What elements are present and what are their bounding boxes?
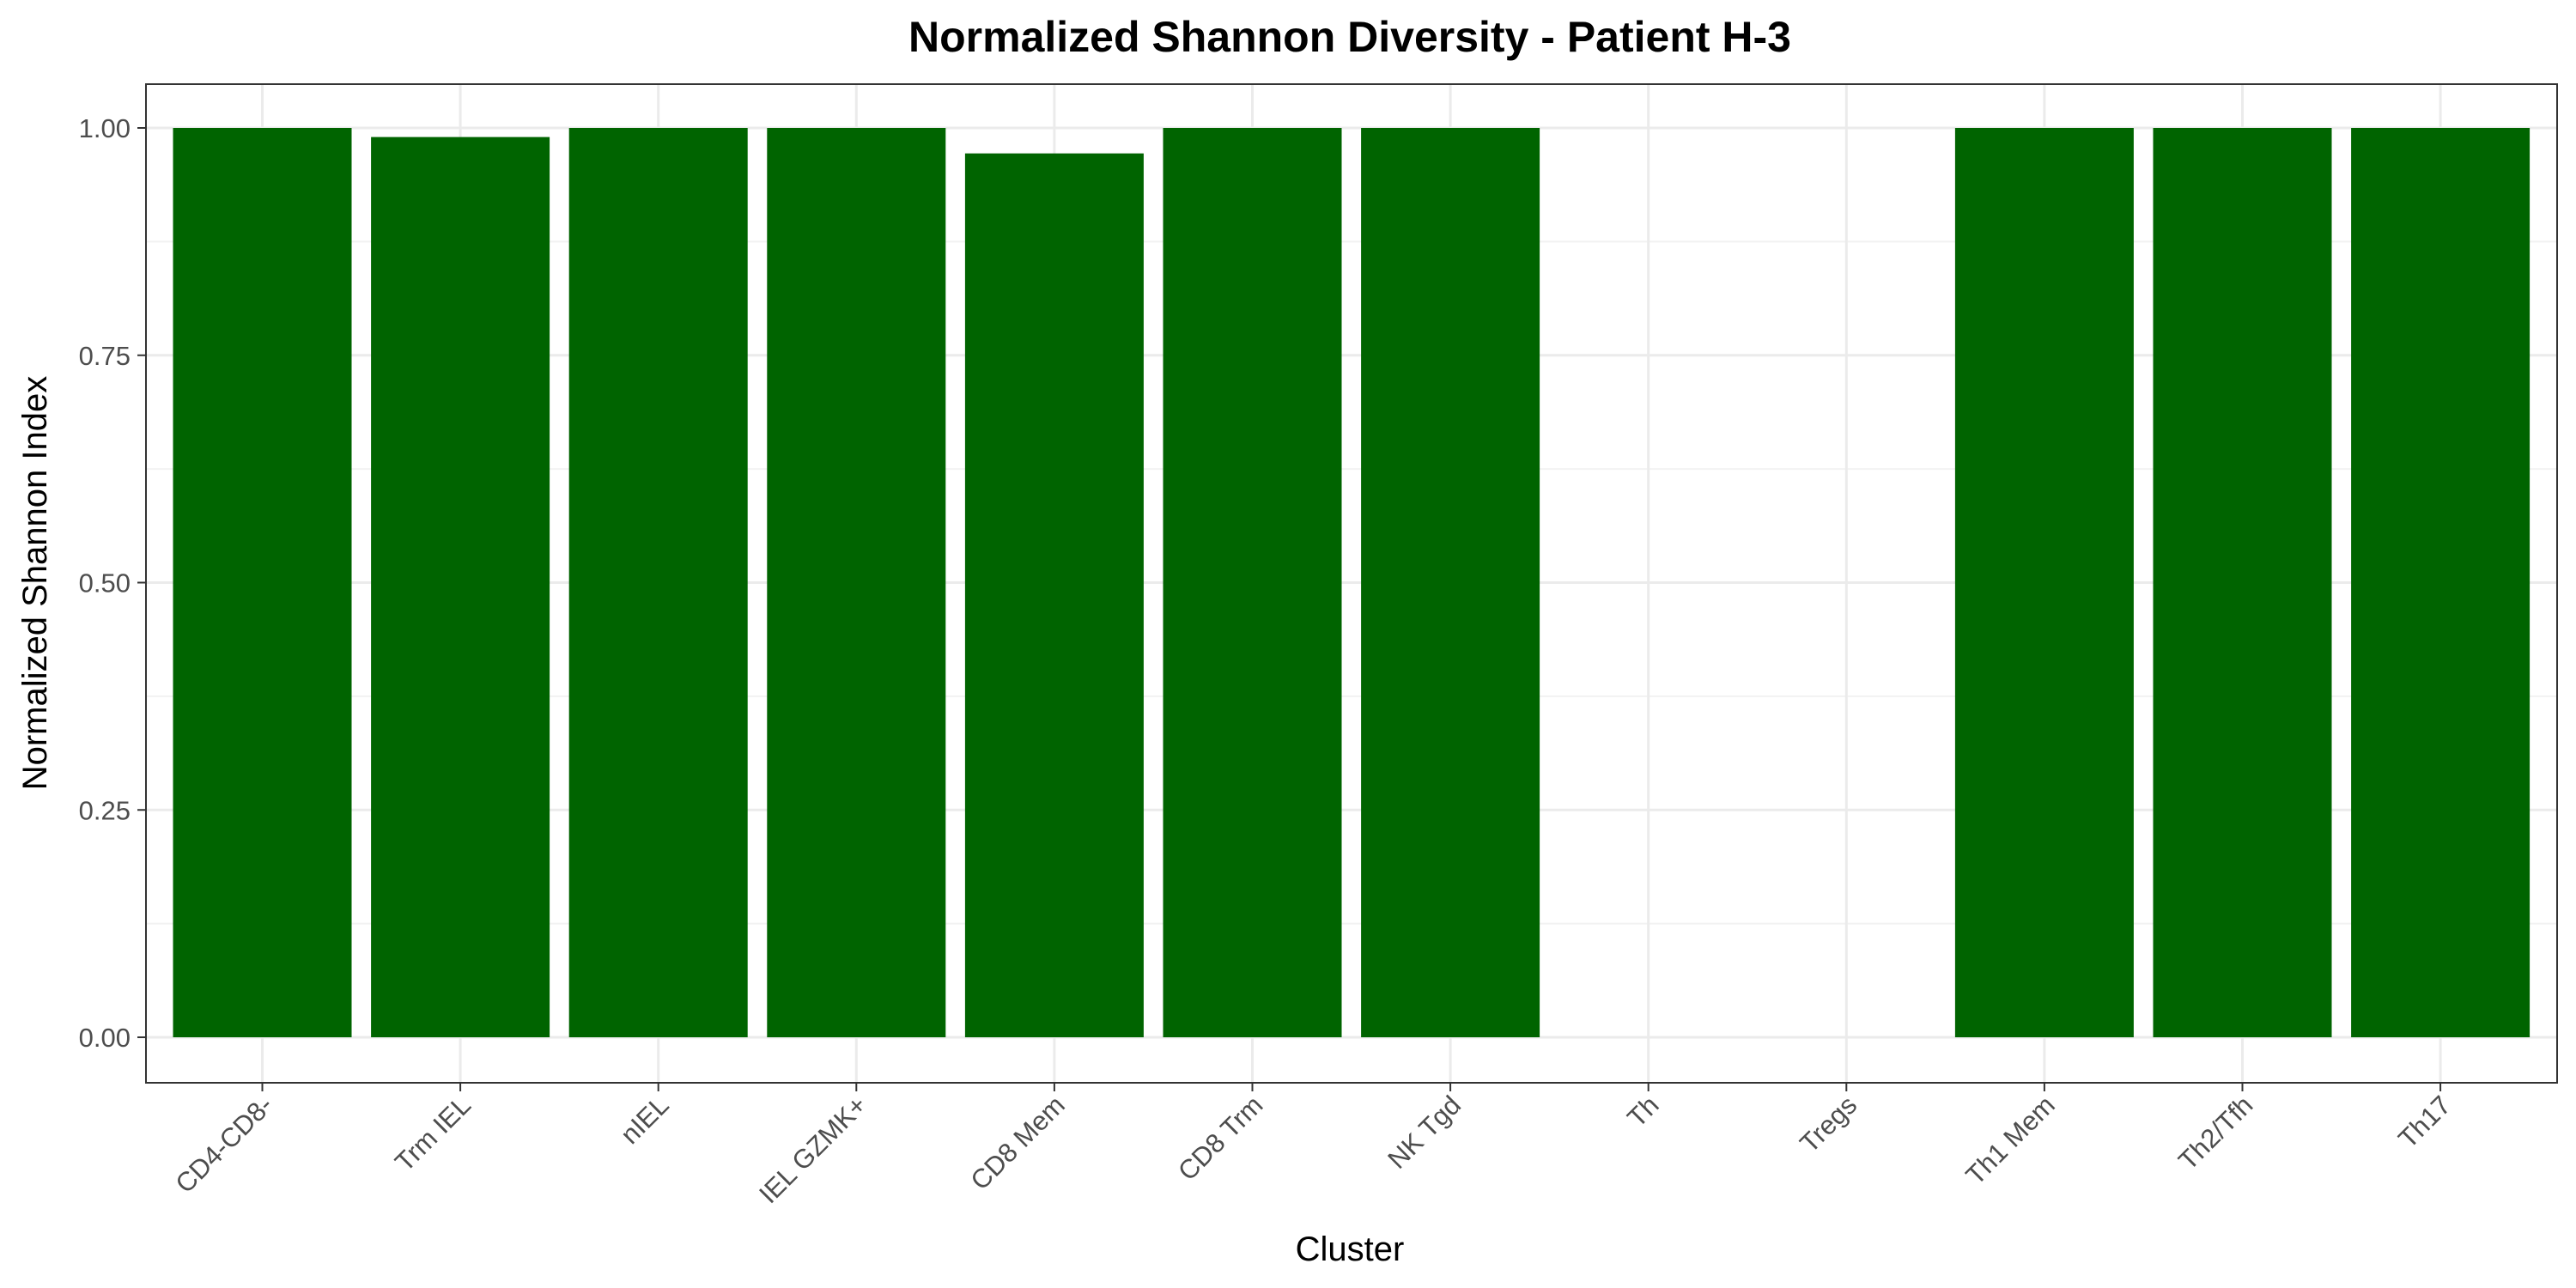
y-tick-label: 0.25 bbox=[79, 795, 131, 825]
bar bbox=[1954, 128, 2134, 1037]
bar bbox=[173, 128, 352, 1037]
y-tick-label: 0.00 bbox=[79, 1023, 131, 1053]
chart-title: Normalized Shannon Diversity - Patient H… bbox=[908, 13, 1791, 61]
x-tick-label: IEL GZMK+ bbox=[753, 1090, 872, 1209]
x-tick-label: Th bbox=[1621, 1090, 1664, 1133]
x-axis-title: Cluster bbox=[1296, 1230, 1405, 1268]
y-tick-label: 0.50 bbox=[79, 568, 131, 598]
x-tick-label: Tregs bbox=[1794, 1090, 1862, 1158]
bar bbox=[568, 128, 748, 1037]
bars bbox=[173, 128, 2530, 1038]
x-tick-label: Th17 bbox=[2392, 1090, 2457, 1154]
x-tick-label: CD4-CD8- bbox=[169, 1090, 278, 1199]
bar bbox=[2351, 128, 2530, 1037]
axis-ticks bbox=[137, 127, 2442, 1091]
bar bbox=[767, 128, 946, 1037]
x-tick-label: CD8 Trm bbox=[1172, 1090, 1268, 1186]
y-axis-title: Normalized Shannon Index bbox=[16, 376, 54, 791]
y-tick-labels: 0.00 0.25 0.50 0.75 1.00 bbox=[79, 113, 131, 1053]
bar bbox=[1361, 128, 1540, 1037]
x-tick-label: Trm IEL bbox=[389, 1090, 477, 1177]
x-tick-label: NK Tgd bbox=[1382, 1090, 1467, 1175]
bar bbox=[964, 153, 1144, 1038]
bar bbox=[371, 137, 550, 1038]
y-tick-label: 0.75 bbox=[79, 341, 131, 371]
x-tick-labels: CD4-CD8- Trm IEL nIEL IEL GZMK+ CD8 Mem CD8 T… bbox=[169, 1090, 2457, 1209]
y-tick-label: 1.00 bbox=[79, 113, 131, 143]
bar bbox=[2153, 128, 2332, 1037]
x-tick-label: Th1 Mem bbox=[1960, 1090, 2061, 1190]
bar bbox=[1163, 128, 1342, 1037]
x-tick-label: CD8 Mem bbox=[964, 1090, 1070, 1195]
x-tick-label: Th2/Tfh bbox=[2172, 1090, 2258, 1176]
x-tick-label: nIEL bbox=[615, 1090, 675, 1150]
